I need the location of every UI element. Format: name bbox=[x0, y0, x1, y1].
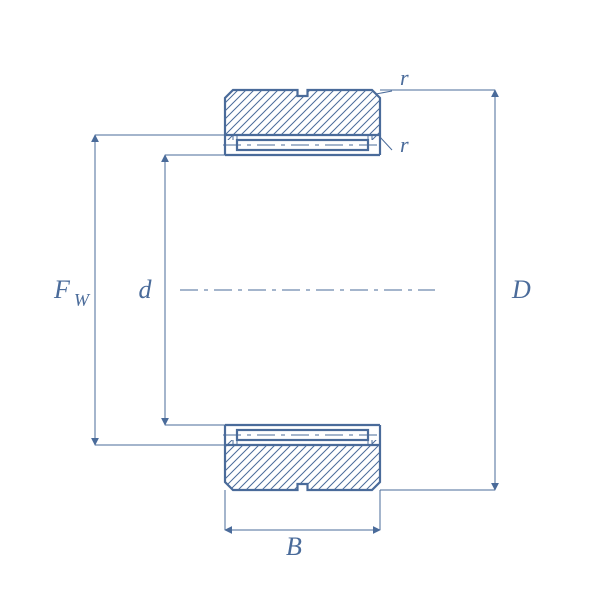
label-B: B bbox=[286, 532, 302, 561]
label-Fw: F bbox=[53, 275, 71, 304]
bearing-cross-section-diagram: FWd D Br r bbox=[0, 0, 600, 600]
hatched-section bbox=[225, 445, 380, 490]
hatched-section bbox=[225, 90, 380, 135]
label-Fw-sub: W bbox=[74, 290, 91, 310]
label-r-side: r bbox=[400, 132, 409, 157]
label-D: D bbox=[511, 275, 531, 304]
label-d: d bbox=[139, 275, 153, 304]
label-r-top: r bbox=[400, 65, 409, 90]
